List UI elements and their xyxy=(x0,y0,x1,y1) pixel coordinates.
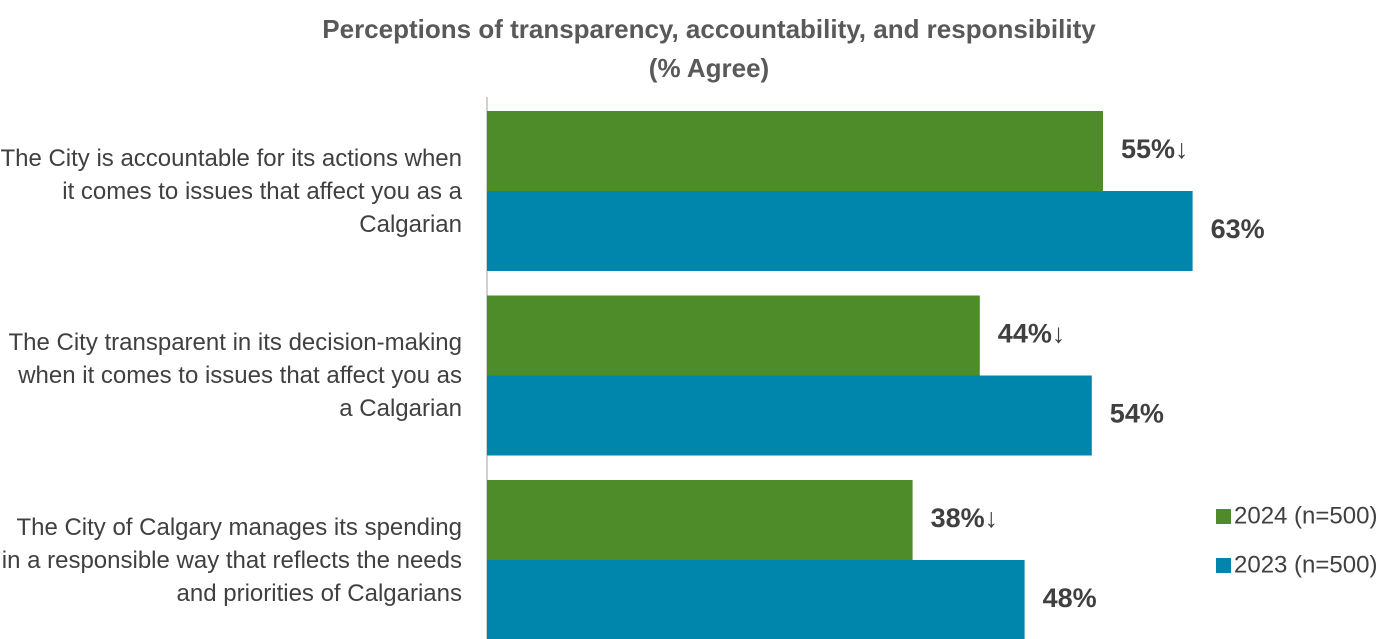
value-label: 54% xyxy=(1110,399,1164,429)
bar xyxy=(487,111,1103,191)
legend-swatch xyxy=(1216,558,1231,573)
category-label: The City transparent in its decision-mak… xyxy=(8,329,462,422)
value-label: 38%↓ xyxy=(931,503,999,533)
value-label: 55%↓ xyxy=(1121,134,1189,164)
value-label: 48% xyxy=(1043,583,1097,613)
category-label-box: The City is accountable for its actions … xyxy=(0,144,462,238)
chart-subtitle: (% Agree) xyxy=(649,53,769,83)
chart-title: Perceptions of transparency, accountabil… xyxy=(322,14,1096,44)
legend-label: 2024 (n=500) xyxy=(1234,502,1377,529)
category-label: The City is accountable for its actions … xyxy=(0,144,462,238)
bar xyxy=(487,375,1092,456)
category-label-box: The City transparent in its decision-mak… xyxy=(8,329,462,422)
value-label: 63% xyxy=(1211,214,1265,244)
bar xyxy=(487,295,980,376)
bar xyxy=(487,560,1025,639)
value-label: 44%↓ xyxy=(998,319,1066,349)
category-label-box: The City of Calgary manages its spending… xyxy=(1,513,462,607)
bar xyxy=(487,191,1193,271)
bar xyxy=(487,480,913,560)
legend-label: 2023 (n=500) xyxy=(1234,551,1377,578)
legend-swatch xyxy=(1216,509,1231,524)
category-label: The City of Calgary manages its spending… xyxy=(1,513,462,607)
